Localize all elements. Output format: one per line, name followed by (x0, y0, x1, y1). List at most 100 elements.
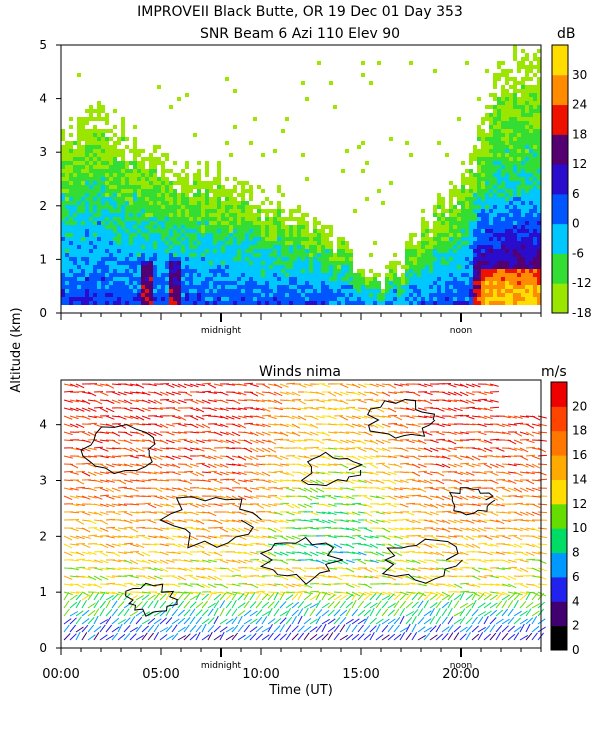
wind-barb (99, 479, 109, 483)
snr-cell (525, 165, 529, 169)
snr-cell (449, 257, 453, 261)
snr-cell (69, 125, 73, 129)
snr-cell (453, 209, 457, 213)
snr-cell (97, 213, 101, 217)
snr-cell (93, 173, 97, 177)
snr-cell (125, 213, 129, 217)
snr-cell (533, 109, 537, 113)
snr-cell (457, 281, 461, 285)
snr-cell (69, 173, 73, 177)
snr-cell (145, 209, 149, 213)
snr-cell (505, 129, 509, 133)
snr-cell (117, 173, 121, 177)
snr-cell (469, 281, 473, 285)
wind-barb (135, 383, 145, 389)
snr-cell (69, 117, 73, 121)
figure-title-line1: IMPROVEII Black Butte, OR 19 Dec 01 Day … (137, 4, 463, 20)
snr-cell (269, 253, 273, 257)
snr-cell (201, 197, 205, 201)
snr-cell (161, 281, 165, 285)
snr-cell (65, 297, 69, 301)
snr-cell (201, 301, 205, 305)
snr-cell (97, 177, 101, 181)
snr-cell (157, 285, 161, 289)
snr-cell (173, 265, 177, 269)
snr-cell (537, 261, 541, 265)
snr-cell (525, 257, 529, 261)
snr-cell (169, 261, 173, 265)
snr-cell (137, 197, 141, 201)
snr-cell (517, 261, 521, 265)
snr-cell (329, 245, 333, 249)
snr-cell (341, 293, 345, 297)
snr-cell (325, 277, 329, 281)
snr-cell (221, 293, 225, 297)
snr-cell (537, 277, 541, 281)
snr-cell (157, 209, 161, 213)
wind-barb (147, 567, 157, 571)
snr-cell (65, 169, 69, 173)
snr-cell (429, 277, 433, 281)
snr-cell (177, 261, 181, 265)
snr-cell (165, 193, 169, 197)
wind-barb (93, 600, 100, 609)
snr-cell (225, 301, 229, 305)
snr-cell (329, 281, 333, 285)
snr-cell (365, 277, 369, 281)
wind-barb (243, 618, 252, 625)
snr-cell (325, 261, 329, 265)
snr-cell (301, 153, 305, 157)
snr-cell (193, 289, 197, 293)
snr-cell (485, 293, 489, 297)
wind-barb (225, 487, 235, 492)
wind-barb (129, 463, 139, 467)
snr-cell (61, 193, 65, 197)
snr-cell (501, 269, 505, 273)
snr-cell (101, 229, 105, 233)
snr-cell (201, 269, 205, 273)
snr-cell (381, 293, 385, 297)
snr-cell (169, 193, 173, 197)
snr-cell (493, 93, 497, 97)
snr-cell (149, 297, 153, 301)
snr-cell (137, 217, 141, 221)
wind-barb (255, 575, 265, 578)
snr-cell (345, 261, 349, 265)
wind-barb (111, 593, 119, 601)
snr-cell (477, 249, 481, 253)
snr-cell (89, 205, 93, 209)
snr-cell (421, 241, 425, 245)
snr-cell (145, 193, 149, 197)
snr-cell (513, 181, 517, 185)
snr-cell (153, 225, 157, 229)
wind-barb (171, 527, 181, 531)
wind-barb (159, 535, 169, 540)
snr-cell (497, 205, 501, 209)
snr-cell (485, 301, 489, 305)
snr-cell (245, 249, 249, 253)
snr-cell (221, 273, 225, 277)
wind-barb (159, 391, 169, 396)
snr-cell (481, 285, 485, 289)
snr-cell (161, 189, 165, 193)
snr-cell (473, 233, 477, 237)
snr-cell (161, 169, 165, 173)
snr-cell (485, 261, 489, 265)
snr-cell (469, 209, 473, 213)
snr-cell (161, 213, 165, 217)
snr-cell (481, 133, 485, 137)
snr-cell (209, 181, 213, 185)
snr-cell (81, 265, 85, 269)
snr-cell (413, 269, 417, 273)
snr-cell (149, 273, 153, 277)
snr-cell (217, 261, 221, 265)
snr-cell (77, 149, 81, 153)
snr-cell (237, 265, 241, 269)
snr-cell (517, 105, 521, 109)
wind-barb (93, 383, 103, 387)
wind-barb (63, 470, 74, 473)
wind-barb (177, 609, 186, 617)
snr-cell (205, 289, 209, 293)
snr-cell (65, 165, 69, 169)
snr-cell (97, 109, 101, 113)
